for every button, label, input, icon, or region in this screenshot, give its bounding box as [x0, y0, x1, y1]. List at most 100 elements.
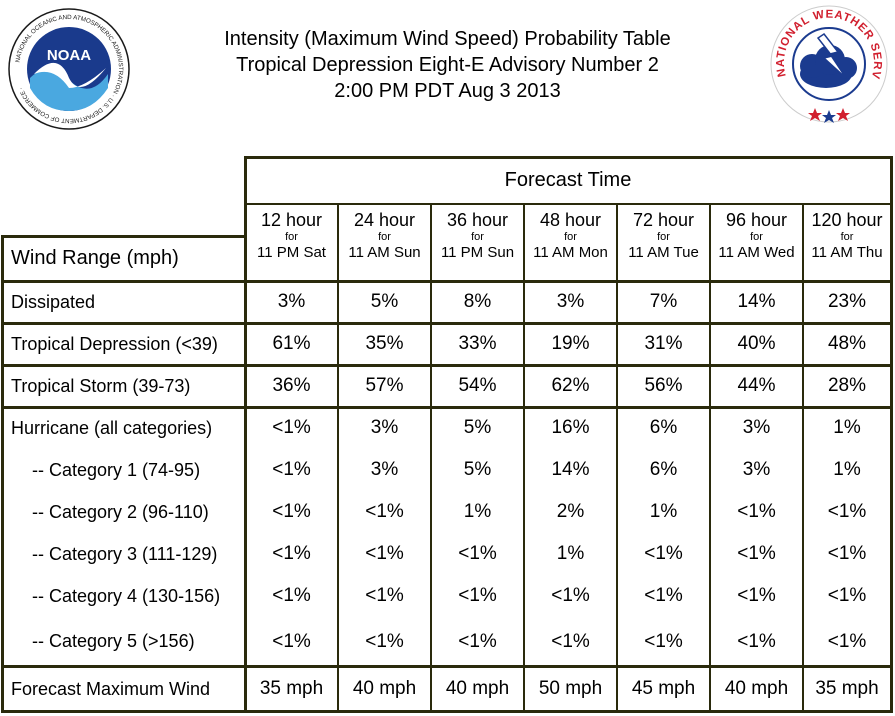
probability-cell: 14%	[551, 459, 590, 480]
row-label: Tropical Depression (<39)	[11, 333, 218, 354]
column-header-when: 11 AM Wed	[718, 244, 795, 261]
probability-cell: 23%	[827, 291, 867, 312]
probability-cell: 16%	[551, 417, 590, 438]
row-divider	[1, 322, 891, 325]
title-line-2: Tropical Depression Eight-E Advisory Num…	[236, 54, 659, 76]
column-header-hours: 24 hour	[353, 210, 416, 230]
group-header-divider	[245, 203, 891, 205]
column-header-for: for	[378, 231, 391, 243]
probability-cell: 1%	[463, 501, 492, 522]
probability-cell: 5%	[463, 459, 492, 480]
probability-cell: <1%	[458, 543, 497, 564]
probability-cell: 8%	[463, 291, 492, 312]
probability-cell: <1%	[272, 417, 311, 438]
row-label: Dissipated	[11, 291, 96, 312]
probability-cell: <1%	[365, 585, 404, 606]
wind-range-header: Wind Range (mph)	[11, 247, 179, 269]
probability-cell: <1%	[458, 585, 497, 606]
row-label: -- Category 4 (130-156)	[32, 585, 221, 606]
probability-cell: 57%	[365, 375, 404, 396]
probability-cell: 61%	[272, 333, 311, 354]
probability-cell: 56%	[644, 375, 683, 396]
probability-cell: 36%	[272, 375, 311, 396]
column-divider	[337, 204, 339, 712]
column-header-when: 11 AM Mon	[533, 244, 608, 261]
probability-cell: <1%	[365, 630, 404, 652]
probability-cell: 3%	[742, 459, 771, 480]
probability-cell: 1%	[833, 417, 861, 438]
probability-cell: 1%	[649, 501, 678, 522]
row-label: Forecast Maximum Wind	[11, 678, 211, 699]
table-top-border	[244, 156, 893, 159]
probability-cell: <1%	[551, 630, 590, 652]
probability-cell: <1%	[737, 630, 776, 652]
column-header: 72 hour for 11 AM Tue	[617, 210, 710, 261]
probability-cell: 28%	[827, 375, 867, 396]
probability-cell: 54%	[458, 375, 497, 396]
max-wind-cell: 40 mph	[724, 678, 789, 699]
probability-cell: <1%	[827, 630, 867, 652]
probability-cell: 5%	[370, 291, 399, 312]
probability-cell: 1%	[833, 459, 861, 480]
probability-cell: <1%	[644, 585, 683, 606]
column-header-hours: 120 hour	[811, 210, 883, 230]
row-divider	[1, 406, 891, 409]
column-header-for: for	[657, 231, 670, 243]
probability-cell: 44%	[737, 375, 776, 396]
column-divider	[802, 204, 804, 712]
probability-cell: 3%	[370, 459, 399, 480]
column-header: 12 hour for 11 PM Sat	[245, 210, 338, 261]
probability-cell: <1%	[827, 501, 867, 522]
probability-cell: 62%	[551, 375, 590, 396]
title-line-1: Intensity (Maximum Wind Speed) Probabili…	[224, 28, 671, 50]
noaa-logo-text: NOAA	[47, 47, 91, 64]
title-block: Intensity (Maximum Wind Speed) Probabili…	[150, 26, 745, 104]
row-divider	[1, 665, 891, 668]
table-bottom-border	[1, 710, 891, 713]
max-wind-cell: 35 mph	[259, 678, 324, 699]
forecast-left-border	[244, 156, 247, 713]
column-divider	[709, 204, 711, 712]
row-label: -- Category 1 (74-95)	[32, 459, 201, 480]
probability-cell: 19%	[551, 333, 590, 354]
column-header-when: 11 PM Sun	[440, 244, 515, 261]
row-label: -- Category 5 (>156)	[32, 631, 195, 651]
column-header-hours: 96 hour	[725, 210, 788, 230]
row-label: -- Category 3 (111-129)	[32, 543, 218, 564]
row-divider	[1, 364, 891, 367]
column-header-hours: 48 hour	[539, 210, 602, 230]
column-header-for: for	[564, 231, 577, 243]
table-left-border	[1, 235, 4, 713]
column-header: 96 hour for 11 AM Wed	[710, 210, 803, 261]
max-wind-cell: 40 mph	[445, 678, 510, 699]
probability-cell: <1%	[272, 585, 311, 606]
forecast-time-header: Forecast Time	[504, 169, 632, 191]
probability-cell: <1%	[365, 543, 404, 564]
row-divider	[1, 280, 891, 283]
probability-cell: 14%	[737, 291, 776, 312]
probability-cell: 7%	[649, 291, 678, 312]
column-divider	[430, 204, 432, 712]
probability-cell: <1%	[272, 543, 311, 564]
column-header: 36 hour for 11 PM Sun	[431, 210, 524, 261]
nws-logo: NATIONAL WEATHER SERVICE	[768, 4, 888, 123]
probability-cell: 6%	[649, 417, 678, 438]
max-wind-cell: 45 mph	[631, 678, 696, 699]
column-header-hours: 12 hour	[260, 210, 323, 230]
column-header-when: 11 AM Sun	[348, 244, 421, 261]
probability-cell: 35%	[365, 333, 404, 354]
column-header-hours: 36 hour	[446, 210, 509, 230]
probability-cell: <1%	[272, 459, 311, 480]
row-label: Tropical Storm (39-73)	[11, 375, 191, 396]
column-divider	[616, 204, 618, 712]
column-header-when: 11 AM Tue	[628, 244, 699, 261]
probability-cell: <1%	[458, 630, 497, 652]
column-header-for: for	[471, 231, 484, 243]
probability-cell: <1%	[551, 585, 590, 606]
probability-cell: 33%	[458, 333, 497, 354]
probability-cell: 6%	[649, 459, 678, 480]
table-right-border	[890, 156, 893, 713]
probability-cell: <1%	[272, 630, 311, 652]
probability-cell: <1%	[272, 501, 311, 522]
max-wind-cell: 35 mph	[815, 678, 879, 699]
